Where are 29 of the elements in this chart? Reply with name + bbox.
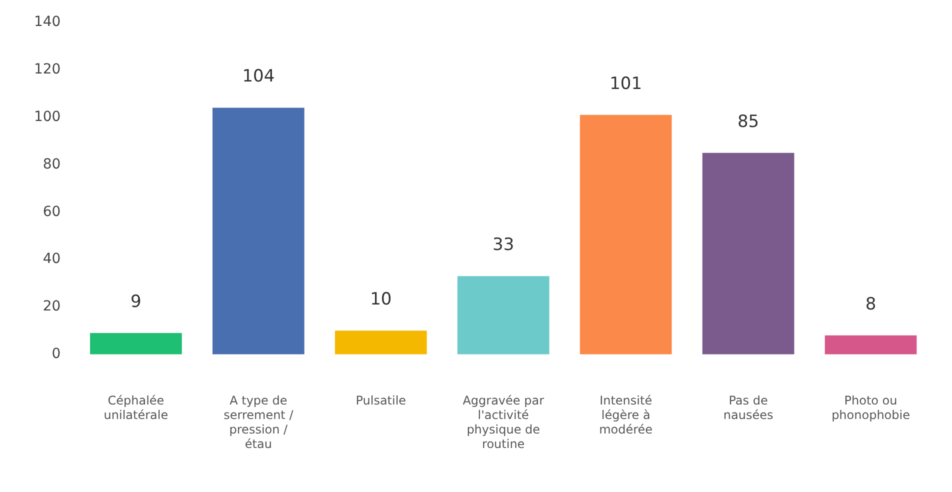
y-tick-label: 120 (34, 61, 61, 78)
data-label: 33 (492, 235, 514, 256)
y-tick-label: 40 (42, 251, 61, 268)
x-tick-label: Pulsatile (356, 394, 406, 408)
x-tick-label: Intensité légère à modérée (599, 394, 653, 437)
x-tick-label: Pas de nausées (723, 394, 774, 422)
x-tick-label: Céphalée unilatérale (104, 394, 168, 422)
x-tick-label: A type de serrement / pression / étau (224, 394, 294, 451)
y-tick-label: 80 (42, 156, 61, 172)
data-label: 104 (242, 66, 275, 87)
y-tick-label: 20 (42, 298, 61, 315)
bar (457, 276, 550, 354)
y-tick-label: 140 (34, 14, 61, 30)
y-tick-label: 100 (34, 108, 61, 125)
bar (702, 152, 794, 354)
bar (212, 108, 304, 354)
x-tick-label: Aggravée par l'activité physique de routine (462, 394, 544, 451)
data-label: 10 (370, 290, 392, 310)
data-label: 9 (130, 292, 142, 312)
bar (580, 114, 672, 354)
bar (334, 330, 427, 354)
y-tick-label: 60 (42, 204, 61, 220)
data-label: 8 (865, 294, 876, 314)
data-label: 85 (737, 112, 760, 132)
data-label: 101 (610, 74, 642, 94)
bar (824, 335, 917, 354)
bar (90, 333, 182, 354)
y-tick-label: 0 (52, 346, 61, 362)
x-tick-label: Photo ou phonophobie (832, 394, 910, 422)
